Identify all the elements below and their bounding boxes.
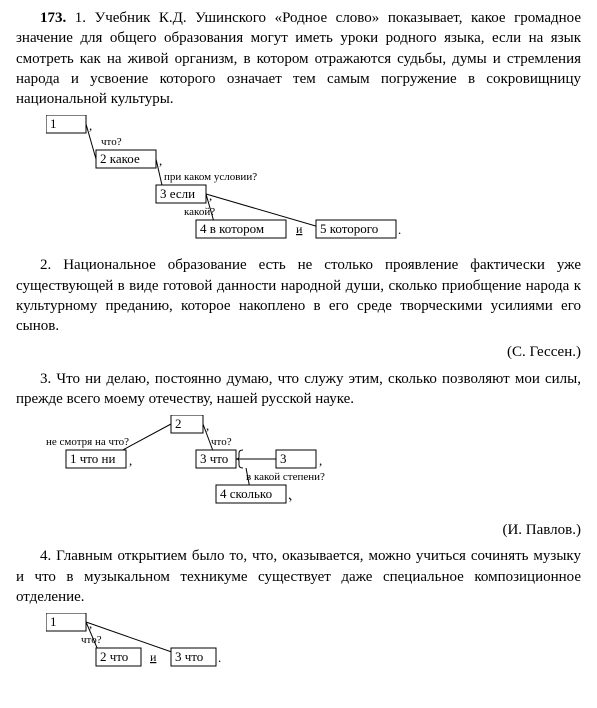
svg-text:.: . [288, 487, 291, 502]
paragraph-3: 3. Что ни делаю, постоянно думаю, что сл… [16, 369, 581, 410]
svg-text:,: , [89, 616, 92, 631]
paragraph-1: 173. 1. Учебник К.Д. Ушинского «Родное с… [16, 8, 581, 109]
svg-text:какой?: какой? [184, 206, 215, 218]
svg-text:,: , [159, 153, 162, 168]
text-p1: 1. Учебник К.Д. Ушинского «Родное слово»… [16, 10, 581, 107]
svg-text:2 что: 2 что [100, 649, 128, 664]
svg-text:не смотря на что?: не смотря на что? [46, 436, 129, 448]
svg-text:.: . [218, 650, 221, 665]
svg-text:и: и [296, 222, 303, 236]
svg-text:,: , [209, 188, 212, 203]
attribution-3: (И. Павлов.) [16, 520, 581, 540]
svg-text:1: 1 [50, 116, 57, 131]
diagram-3-svg: что? 1 2 что 3 что и,. [46, 613, 246, 673]
svg-text:3: 3 [280, 451, 287, 466]
svg-text:что?: что? [81, 634, 102, 646]
svg-text:,: , [89, 118, 92, 133]
svg-text:что?: что? [211, 436, 232, 448]
paragraph-4: 4. Главным открытием было то, что, оказы… [16, 546, 581, 607]
svg-text:2 какое: 2 какое [100, 151, 140, 166]
diagram-3: что? 1 2 что 3 что и,. [46, 613, 581, 673]
svg-text:,: , [206, 418, 209, 433]
svg-text:3 что: 3 что [200, 451, 228, 466]
svg-text:что?: что? [101, 136, 122, 148]
svg-text:.: . [398, 222, 401, 237]
svg-text:при каком условии?: при каком условии? [164, 171, 257, 183]
svg-text:5 которого: 5 которого [320, 221, 378, 236]
diagram-1-svg: что? при каком условии? какой? 1 2 какое 3 ес… [46, 115, 416, 245]
svg-text:1 что ни: 1 что ни [70, 451, 116, 466]
diagram-1: что? при каком условии? какой? 1 2 какое 3 ес… [46, 115, 581, 245]
svg-text:3 что: 3 что [175, 649, 203, 664]
svg-text:в какой степени?: в какой степени? [246, 471, 325, 483]
diagram-2-svg: не смотря на что? что? в какой степени? 2 1 … [46, 415, 366, 510]
svg-text:,: , [319, 453, 322, 468]
svg-text:2: 2 [175, 416, 182, 431]
svg-text:и: и [150, 650, 157, 664]
text-p4: 4. Главным открытием было то, что, оказы… [16, 548, 581, 605]
text-p2: 2. Национальное образование есть не стол… [16, 257, 581, 334]
item-number: 173. [40, 10, 66, 26]
attribution-2: (С. Гессен.) [16, 342, 581, 362]
diagram-2: не смотря на что? что? в какой степени? 2 1 … [46, 415, 581, 510]
text-p3: 3. Что ни делаю, постоянно думаю, что сл… [16, 371, 581, 407]
svg-text:4 в котором: 4 в котором [200, 221, 264, 236]
svg-text:,: , [129, 453, 132, 468]
svg-text:1: 1 [50, 614, 57, 629]
svg-text:3 если: 3 если [160, 186, 195, 201]
svg-text:4 сколько: 4 сколько [220, 486, 272, 501]
paragraph-2: 2. Национальное образование есть не стол… [16, 255, 581, 336]
